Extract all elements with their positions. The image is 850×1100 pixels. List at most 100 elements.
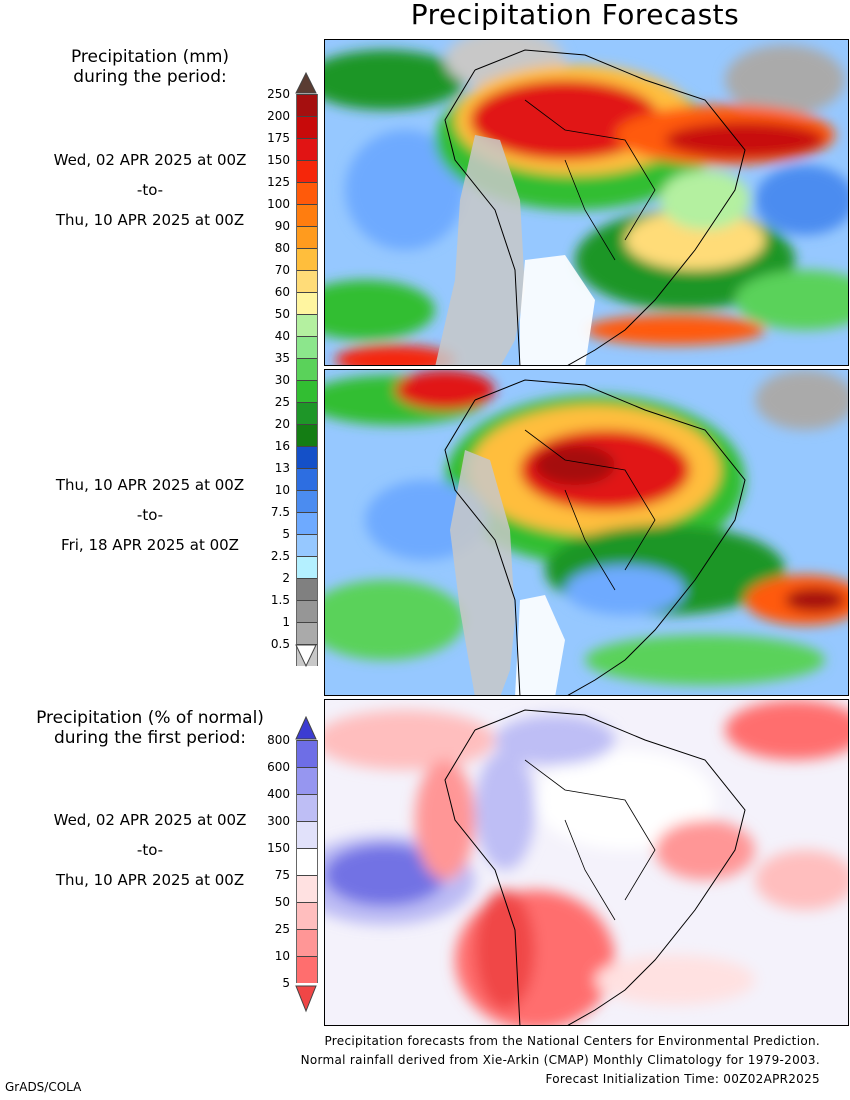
- colorbar-segment: [297, 204, 317, 226]
- colorbar-segment: [297, 248, 317, 270]
- footer-climatology-line: Normal rainfall derived from Xie-Arkin (…: [300, 1053, 820, 1067]
- colorbar-tick-label: 300: [267, 814, 290, 828]
- mm-colorbar-bottom-arrow: [295, 644, 317, 668]
- map-panel-period-2: [324, 369, 849, 696]
- colorbar-segment: [297, 424, 317, 446]
- colorbar-tick-label: 5: [282, 527, 290, 541]
- period-3-separator: -to-: [136, 841, 164, 859]
- colorbar-tick-label: 150: [267, 153, 290, 167]
- colorbar-tick-label: 25: [274, 395, 290, 409]
- period-3-label: Wed, 02 APR 2025 at 00Z -to- Thu, 10 APR…: [10, 805, 290, 895]
- colorbar-segment: [297, 740, 317, 767]
- colorbar-segment: [297, 468, 317, 490]
- period-1-start: Wed, 02 APR 2025 at 00Z: [53, 151, 247, 169]
- pct-legend-title-line2: during the first period:: [53, 728, 247, 748]
- colorbar-tick-label: 250: [267, 87, 290, 101]
- footer-init-time: Forecast Initialization Time: 00Z02APR20…: [545, 1072, 820, 1086]
- page-title: Precipitation Forecasts: [410, 0, 740, 31]
- colorbar-tick-label: 7.5: [270, 505, 290, 519]
- colorbar-tick-label: 150: [267, 841, 290, 855]
- period-2-separator: -to-: [136, 506, 164, 524]
- colorbar-segment: [297, 490, 317, 512]
- colorbar-segment: [297, 116, 317, 138]
- mm-colorbar: [296, 94, 318, 666]
- period-3-end: Thu, 10 APR 2025 at 00Z: [55, 871, 245, 889]
- mm-legend-title-line2: during the period:: [73, 67, 227, 87]
- colorbar-segment: [297, 314, 317, 336]
- period-1-end: Thu, 10 APR 2025 at 00Z: [55, 211, 245, 229]
- colorbar-segment: [297, 600, 317, 622]
- colorbar-tick-label: 13: [274, 461, 290, 475]
- mm-colorbar-top-arrow: [295, 72, 317, 94]
- map-panel-percent-normal: [324, 699, 849, 1026]
- colorbar-tick-label: 100: [267, 197, 290, 211]
- colorbar-segment: [297, 929, 317, 956]
- colorbar-segment: [297, 622, 317, 644]
- colorbar-segment: [297, 902, 317, 929]
- grads-credit: GrADS/COLA: [5, 1080, 82, 1094]
- colorbar-segment: [297, 446, 317, 468]
- colorbar-tick-label: 0.5: [270, 637, 290, 651]
- colorbar-segment: [297, 767, 317, 794]
- colorbar-tick-label: 90: [274, 219, 290, 233]
- colorbar-tick-label: 125: [267, 175, 290, 189]
- period-2-start: Thu, 10 APR 2025 at 00Z: [55, 476, 245, 494]
- pct-legend-title: Precipitation (% of normal) during the f…: [10, 708, 290, 748]
- colorbar-segment: [297, 402, 317, 424]
- colorbar-tick-label: 75: [274, 868, 290, 882]
- colorbar-tick-label: 35: [274, 351, 290, 365]
- colorbar-segment: [297, 270, 317, 292]
- mm-legend-title: Precipitation (mm) during the period:: [40, 47, 260, 87]
- colorbar-tick-label: 200: [267, 109, 290, 123]
- colorbar-segment: [297, 578, 317, 600]
- precip-map-2: [325, 370, 848, 695]
- pct-colorbar: [296, 740, 318, 983]
- percent-normal-map: [325, 700, 848, 1025]
- colorbar-tick-label: 50: [274, 895, 290, 909]
- colorbar-segment: [297, 292, 317, 314]
- colorbar-segment: [297, 336, 317, 358]
- colorbar-segment: [297, 512, 317, 534]
- colorbar-tick-label: 25: [274, 922, 290, 936]
- colorbar-segment: [297, 556, 317, 578]
- colorbar-tick-label: 70: [274, 263, 290, 277]
- colorbar-segment: [297, 794, 317, 821]
- footer-notes: Precipitation forecasts from the Nationa…: [301, 1032, 820, 1089]
- colorbar-segment: [297, 875, 317, 902]
- period-3-start: Wed, 02 APR 2025 at 00Z: [53, 811, 247, 829]
- colorbar-tick-label: 800: [267, 733, 290, 747]
- colorbar-tick-label: 30: [274, 373, 290, 387]
- pct-legend-title-line1: Precipitation (% of normal): [36, 708, 264, 728]
- colorbar-segment: [297, 160, 317, 182]
- colorbar-tick-label: 10: [274, 483, 290, 497]
- colorbar-segment: [297, 534, 317, 556]
- colorbar-segment: [297, 226, 317, 248]
- colorbar-tick-label: 50: [274, 307, 290, 321]
- colorbar-segment: [297, 380, 317, 402]
- colorbar-tick-label: 10: [274, 949, 290, 963]
- colorbar-tick-label: 16: [274, 439, 290, 453]
- mm-legend-title-line1: Precipitation (mm): [70, 47, 230, 67]
- colorbar-tick-label: 1: [282, 615, 290, 629]
- colorbar-segment: [297, 138, 317, 160]
- precip-map-1: [325, 40, 848, 365]
- period-2-end: Fri, 18 APR 2025 at 00Z: [61, 536, 239, 554]
- colorbar-segment: [297, 821, 317, 848]
- colorbar-tick-label: 400: [267, 787, 290, 801]
- period-1-label: Wed, 02 APR 2025 at 00Z -to- Thu, 10 APR…: [10, 145, 290, 235]
- colorbar-tick-label: 80: [274, 241, 290, 255]
- map-panel-period-1: [324, 39, 849, 366]
- colorbar-tick-label: 175: [267, 131, 290, 145]
- colorbar-tick-label: 2: [282, 571, 290, 585]
- footer-source-line: Precipitation forecasts from the Nationa…: [324, 1034, 820, 1048]
- colorbar-tick-label: 2.5: [270, 549, 290, 563]
- pct-colorbar-bottom-arrow: [295, 985, 317, 1013]
- colorbar-segment: [297, 956, 317, 983]
- colorbar-tick-label: 600: [267, 760, 290, 774]
- colorbar-segment: [297, 94, 317, 116]
- colorbar-tick-label: 60: [274, 285, 290, 299]
- colorbar-tick-label: 5: [282, 976, 290, 990]
- colorbar-segment: [297, 358, 317, 380]
- colorbar-tick-label: 40: [274, 329, 290, 343]
- pct-colorbar-top-arrow: [295, 716, 317, 740]
